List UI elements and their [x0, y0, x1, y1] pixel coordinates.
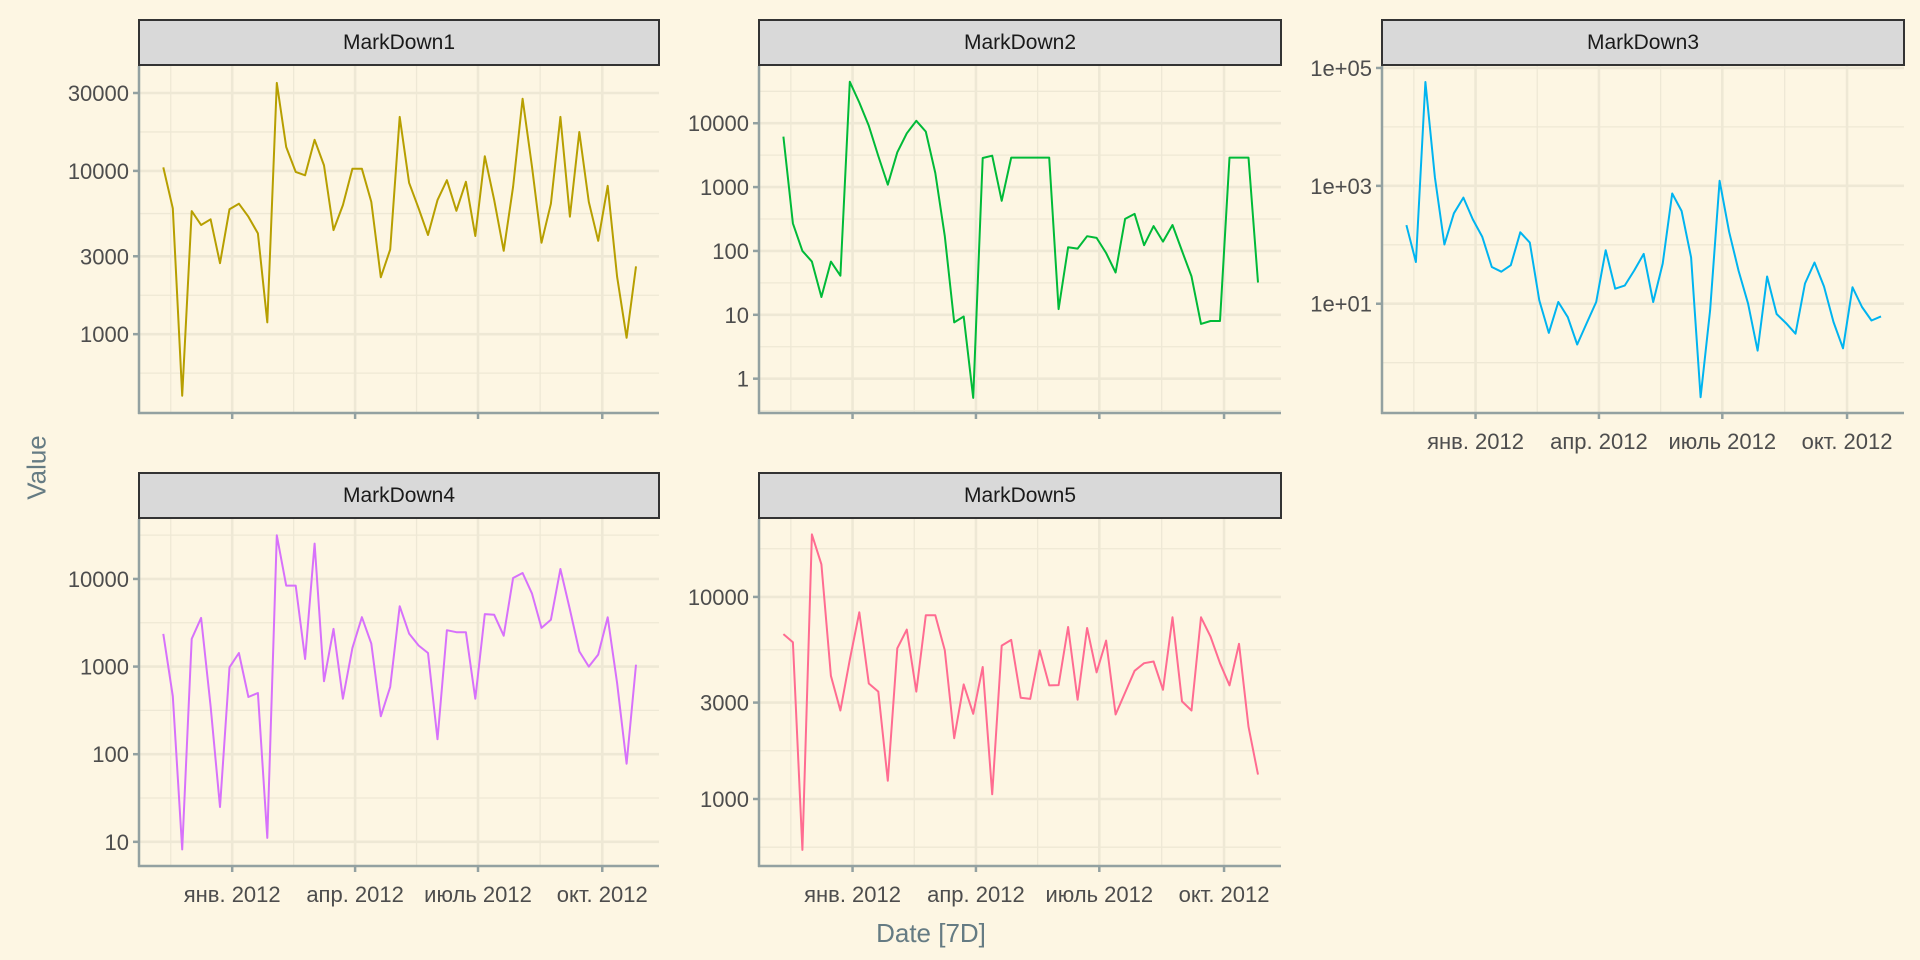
x-tick-label: окт. 2012	[1179, 882, 1270, 907]
y-tick-label: 1	[737, 367, 749, 392]
x-tick-label: апр. 2012	[306, 882, 404, 907]
y-tick-label: 3000	[700, 691, 749, 716]
panel-background	[139, 519, 659, 866]
series-line-markdown5	[782, 533, 1259, 851]
y-tick-label: 10000	[688, 585, 749, 610]
series-line-markdown3	[1405, 81, 1882, 399]
y-tick-label: 10	[725, 303, 749, 328]
y-tick-label: 10000	[688, 111, 749, 136]
series-line-markdown1	[162, 81, 637, 397]
x-tick-label: июль 2012	[1045, 882, 1153, 907]
y-tick-label: 10	[105, 830, 129, 855]
y-tick-label: 1000	[80, 322, 129, 347]
y-tick-label: 10000	[68, 159, 129, 184]
x-tick-label: янв. 2012	[184, 882, 281, 907]
y-tick-label: 1000	[700, 787, 749, 812]
panel-background	[759, 66, 1281, 413]
x-tick-label: июль 2012	[424, 882, 532, 907]
facet-strip-markdown2: MarkDown2	[758, 19, 1282, 66]
facet-strip-markdown3: MarkDown3	[1381, 19, 1905, 66]
x-tick-label: янв. 2012	[1427, 429, 1524, 454]
y-tick-label: 10000	[68, 567, 129, 592]
x-axis-title: Date [7D]	[876, 918, 986, 948]
y-tick-label: 1000	[80, 655, 129, 680]
series-line-markdown4	[162, 534, 637, 851]
x-tick-label: янв. 2012	[804, 882, 901, 907]
y-tick-label: 1e+03	[1310, 174, 1372, 199]
facet-strip-markdown1: MarkDown1	[138, 19, 660, 66]
y-tick-label: 100	[92, 742, 129, 767]
facet-strip-markdown5: MarkDown5	[758, 472, 1282, 519]
y-tick-label: 1e+01	[1310, 292, 1372, 317]
facet-strip-markdown4: MarkDown4	[138, 472, 660, 519]
panel-background	[1382, 66, 1904, 413]
y-tick-label: 30000	[68, 81, 129, 106]
x-tick-label: июль 2012	[1668, 429, 1776, 454]
y-tick-label: 1000	[700, 175, 749, 200]
y-axis-title: Value	[21, 435, 52, 500]
y-tick-label: 1e+05	[1310, 56, 1372, 81]
x-tick-label: окт. 2012	[1802, 429, 1893, 454]
x-tick-label: апр. 2012	[1550, 429, 1648, 454]
y-tick-label: 100	[712, 239, 749, 264]
x-tick-label: апр. 2012	[927, 882, 1025, 907]
x-tick-label: окт. 2012	[557, 882, 648, 907]
series-line-markdown2	[782, 80, 1259, 399]
y-tick-label: 3000	[80, 244, 129, 269]
